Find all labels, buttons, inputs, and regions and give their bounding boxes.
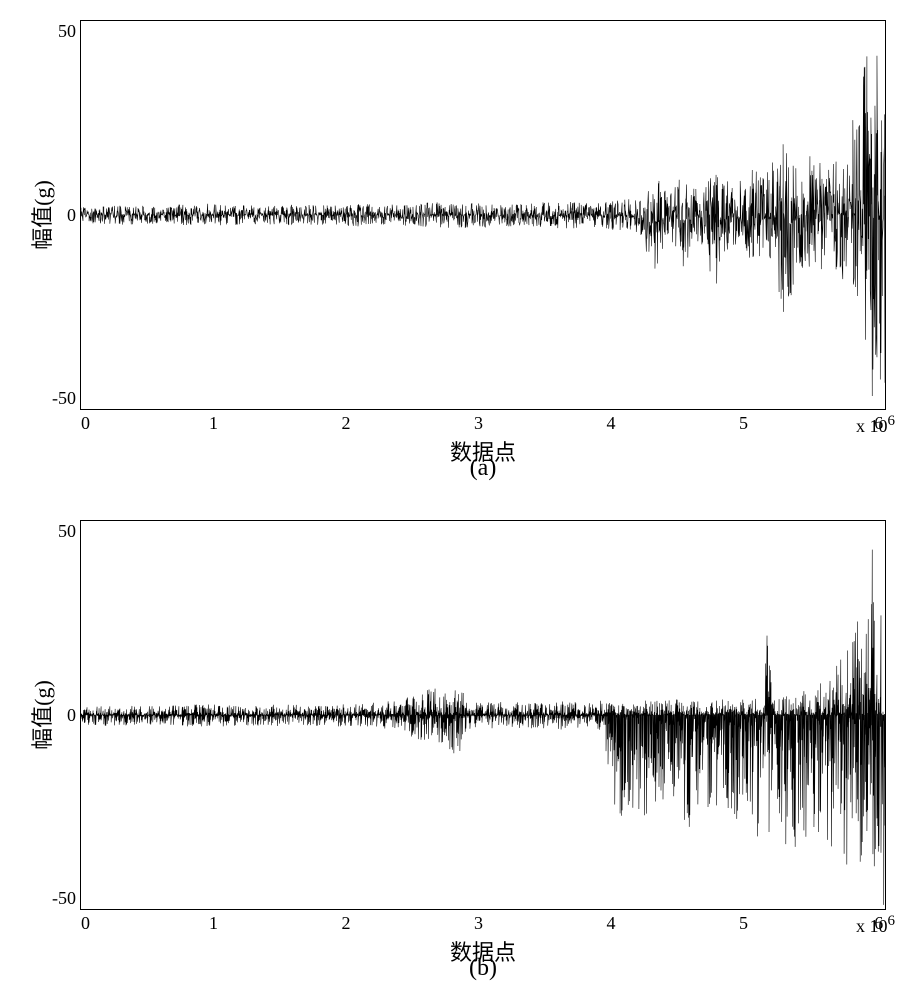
chart-b-plot-area: 50 0 -50 幅值(g) 0 1 2 3 4 5 6 数据点 x 106 [80,520,886,910]
xtick-label: 5 [739,913,748,937]
xtick-label: 0 [81,913,90,937]
chart-b-ylabel: 幅值(g) [25,680,57,750]
xtick-label: 1 [209,413,218,437]
xtick-label: 1 [209,913,218,937]
chart-a-ylabel: 幅值(g) [25,180,57,250]
figure-container: 50 0 -50 幅值(g) 0 1 2 3 4 5 6 数据点 x 106 (… [0,0,916,1000]
chart-b-panel: 50 0 -50 幅值(g) 0 1 2 3 4 5 6 数据点 x 106 (… [0,500,916,1000]
chart-a-exponent: x 106 [856,413,895,437]
xtick-label: 5 [739,413,748,437]
chart-b-svg [81,521,885,909]
xtick-label: 2 [342,913,351,937]
xtick-label: 0 [81,413,90,437]
chart-a-plot-area: 50 0 -50 幅值(g) 0 1 2 3 4 5 6 数据点 x 106 [80,20,886,410]
ytick-label: 0 [67,705,76,726]
ytick-label: 0 [67,205,76,226]
chart-b-exponent: x 106 [856,913,895,937]
xtick-label: 3 [474,913,483,937]
ytick-label: 50 [58,21,76,42]
chart-b-xticks: 0 1 2 3 4 5 6 [81,913,885,937]
exponent-text: x 10 [856,916,888,936]
exponent-sup: 6 [888,413,896,429]
xtick-label: 4 [607,913,616,937]
exponent-text: x 10 [856,416,888,436]
xtick-label: 3 [474,413,483,437]
chart-a-svg [81,21,885,409]
exponent-sup: 6 [888,913,896,929]
chart-a-xticks: 0 1 2 3 4 5 6 [81,413,885,437]
chart-a-xlabel: 数据点 [450,435,516,467]
ytick-label: 50 [58,521,76,542]
chart-a-panel: 50 0 -50 幅值(g) 0 1 2 3 4 5 6 数据点 x 106 (… [0,0,916,500]
xtick-label: 4 [607,413,616,437]
chart-b-xlabel: 数据点 [450,935,516,967]
ytick-label: -50 [52,888,76,909]
xtick-label: 2 [342,413,351,437]
ytick-label: -50 [52,388,76,409]
